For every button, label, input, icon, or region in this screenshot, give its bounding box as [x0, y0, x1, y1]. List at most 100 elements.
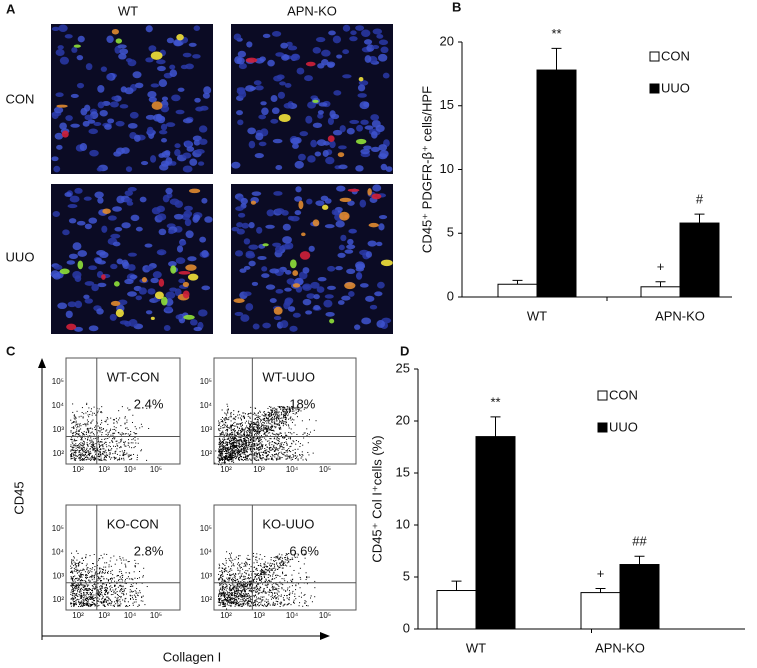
event-dot [237, 433, 239, 435]
nucleus [279, 81, 286, 86]
event-dot [127, 561, 129, 563]
event-dot [92, 444, 94, 446]
event-dot [250, 433, 252, 435]
event-dot [265, 427, 267, 429]
nucleus [156, 59, 166, 65]
event-dot [226, 457, 228, 459]
event-dot [230, 427, 232, 429]
event-dot [107, 423, 109, 425]
event-dot [249, 428, 251, 430]
event-dot [231, 450, 233, 452]
event-dot [122, 441, 124, 443]
event-dot [233, 428, 235, 430]
event-dot [91, 604, 93, 606]
event-dot [225, 441, 227, 443]
nucleus [284, 83, 292, 88]
nucleus [173, 213, 184, 220]
event-dot [243, 598, 245, 600]
event-dot [241, 422, 243, 424]
event-dot [246, 562, 248, 564]
event-dot [87, 438, 89, 440]
event-dot [88, 435, 90, 437]
event-dot [74, 584, 76, 586]
event-dot [244, 422, 246, 424]
event-dot [273, 433, 275, 435]
event-dot [280, 442, 282, 444]
nucleus [84, 114, 93, 121]
event-dot [136, 454, 138, 456]
event-dot [277, 412, 279, 414]
event-dot [219, 597, 221, 599]
event-dot [226, 459, 228, 461]
event-dot [268, 427, 270, 429]
event-dot [266, 457, 268, 459]
event-dot [246, 458, 248, 460]
nucleus [371, 44, 380, 50]
event-dot [308, 576, 310, 578]
event-dot [79, 585, 81, 587]
event-dot [127, 444, 129, 446]
y-tick-label: 10⁴ [52, 401, 65, 410]
event-dot [245, 441, 247, 443]
nucleus [195, 106, 204, 112]
event-dot [236, 452, 238, 454]
nucleus [375, 124, 385, 133]
nucleus [283, 102, 293, 109]
nucleus [97, 101, 105, 109]
event-dot [287, 413, 289, 415]
event-dot [228, 588, 230, 590]
percent: 2.8% [134, 543, 164, 558]
event-dot [82, 602, 84, 604]
event-dot [225, 457, 227, 459]
event-dot [251, 587, 253, 589]
event-dot [238, 434, 240, 436]
event-dot [74, 604, 76, 606]
event-dot [227, 452, 229, 454]
event-dot [128, 578, 130, 580]
event-dot [244, 600, 246, 602]
event-dot [144, 604, 146, 606]
event-dot [139, 592, 141, 594]
event-dot [219, 452, 221, 454]
event-dot [294, 452, 296, 454]
event-dot [276, 420, 278, 422]
event-dot [109, 452, 111, 454]
event-dot [86, 590, 88, 592]
event-dot [103, 583, 105, 585]
event-dot [75, 452, 77, 454]
event-dot [103, 601, 105, 603]
stained-cell [101, 274, 106, 280]
event-dot [92, 458, 94, 460]
event-dot [285, 416, 287, 418]
event-dot [237, 448, 239, 450]
nucleus [323, 299, 333, 308]
event-dot [238, 453, 240, 455]
event-dot [244, 459, 246, 461]
event-dot [134, 426, 136, 428]
event-dot [288, 602, 290, 604]
nucleus [74, 275, 82, 282]
event-dot [231, 592, 233, 594]
nucleus [119, 48, 129, 55]
event-dot [267, 407, 269, 409]
event-dot [108, 564, 110, 566]
nucleus [282, 223, 291, 231]
event-dot [262, 430, 264, 432]
event-dot [244, 442, 246, 444]
event-dot [124, 450, 126, 452]
event-dot [232, 428, 234, 430]
event-dot [71, 446, 73, 448]
nucleus [160, 104, 170, 113]
event-dot [268, 447, 270, 449]
event-dot [246, 427, 248, 429]
event-dot [134, 559, 136, 561]
event-dot [282, 605, 284, 607]
event-dot [222, 450, 224, 452]
event-dot [81, 579, 83, 581]
nucleus [57, 302, 68, 310]
nucleus [109, 101, 119, 108]
event-dot [250, 422, 252, 424]
event-dot [80, 583, 82, 585]
event-dot [104, 590, 106, 592]
event-dot [92, 595, 94, 597]
